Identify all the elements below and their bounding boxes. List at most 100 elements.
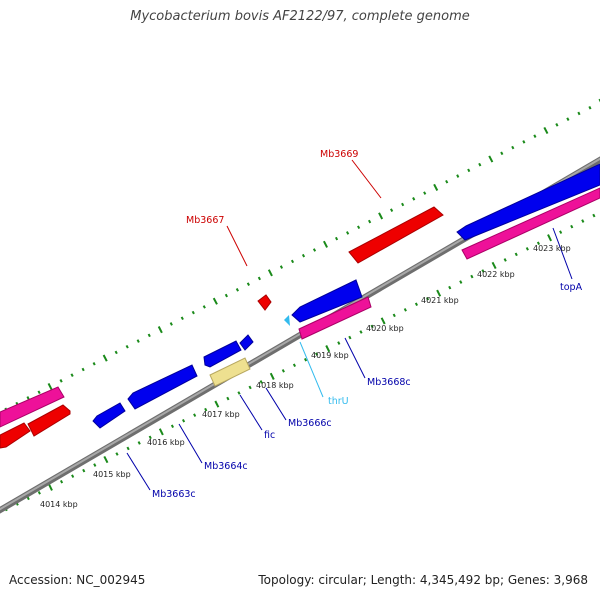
forward-genes — [0, 206, 444, 449]
inner-tick-mark — [359, 330, 363, 334]
kbp-label-4022: 4022 kbp — [477, 270, 515, 279]
inner-tick-mark — [514, 252, 518, 257]
gene-block-mb3668c[interactable] — [291, 279, 363, 323]
gene-label-mb3666c[interactable]: Mb3666c — [288, 418, 332, 429]
inner-tick-mark — [137, 441, 141, 445]
outer-tick-mark — [456, 174, 460, 178]
gene-label-topa[interactable]: topA — [560, 282, 583, 293]
inner-tick-mark — [392, 313, 396, 318]
gene-label-mb3663c[interactable]: Mb3663c — [152, 489, 196, 500]
outer-tick-mark — [390, 208, 394, 212]
outer-tick-mark — [147, 333, 151, 338]
outer-tick-mark — [488, 155, 494, 163]
outer-tick-mark — [202, 305, 206, 309]
outer-tick-mark — [412, 197, 416, 201]
inner-tick-mark — [547, 234, 552, 242]
inner-tick-mark — [491, 261, 497, 270]
outer-tick-mark — [157, 326, 163, 334]
trna-thru[interactable] — [284, 315, 290, 326]
outer-tick-mark — [59, 379, 63, 383]
outer-tick-mark — [169, 322, 173, 326]
inner-tick-mark — [237, 391, 241, 395]
gene-label-mb3669[interactable]: Mb3669 — [320, 149, 358, 160]
outer-tick-mark — [357, 225, 361, 230]
kbp-label-4021: 4021 kbp — [421, 296, 459, 305]
outer-tick-mark — [235, 288, 239, 292]
gene-block-left-2[interactable] — [0, 422, 31, 449]
inner-tick-mark — [115, 452, 119, 456]
inner-tick-mark — [193, 413, 197, 417]
misc-feature-yellow[interactable] — [209, 357, 251, 387]
outer-tick-mark — [212, 297, 218, 305]
gene-label-mb3668c[interactable]: Mb3668c — [367, 377, 411, 388]
gene-block-mb3664c[interactable] — [127, 364, 198, 410]
gene-block-mb3669[interactable] — [348, 206, 444, 264]
outer-tick-mark — [70, 373, 74, 377]
inner-tick-mark — [48, 483, 53, 491]
pink-feature-left[interactable] — [0, 386, 65, 428]
gene-labels: Mb3669 Mb3667 topA Mb3668c thrU Mb3666c … — [152, 149, 583, 500]
gene-block-left-1[interactable] — [27, 404, 71, 437]
inner-tick-mark — [380, 317, 386, 325]
kbp-label-4017: 4017 kbp — [202, 410, 240, 419]
outer-tick-mark — [92, 362, 96, 366]
outer-tick-mark — [511, 145, 515, 150]
gene-label-mb3664c[interactable]: Mb3664c — [204, 461, 248, 472]
inner-tick-mark — [348, 335, 352, 340]
inner-tick-mark — [303, 357, 308, 362]
pink-feature-topa[interactable] — [461, 187, 600, 260]
outer-tick-mark — [191, 310, 195, 315]
outer-tick-track — [4, 98, 600, 412]
outer-tick-mark — [543, 126, 549, 135]
inner-tick-mark — [281, 369, 285, 373]
inner-tick-mark — [315, 352, 319, 356]
gene-block-topa[interactable] — [456, 163, 600, 241]
inner-tick-mark — [158, 428, 164, 436]
outer-tick-mark — [577, 111, 581, 116]
inner-tick-mark — [170, 424, 175, 429]
genome-stats-text: Topology: circular; Length: 4,345,492 bp… — [258, 573, 588, 587]
gene-label-mb3667[interactable]: Mb3667 — [186, 215, 224, 226]
outer-tick-mark — [114, 350, 118, 355]
gene-label-fic[interactable]: fic — [264, 430, 275, 441]
inner-tick-mark — [503, 258, 507, 262]
outer-tick-mark — [279, 265, 284, 269]
kbp-label-4016: 4016 kbp — [147, 438, 185, 447]
outer-tick-mark — [445, 179, 449, 184]
inner-tick-mark — [592, 213, 596, 218]
inner-tick-mark — [181, 418, 186, 423]
inner-tick-mark — [481, 269, 485, 273]
outer-tick-mark — [378, 212, 384, 220]
inner-tick-mark — [581, 219, 585, 223]
outer-tick-mark — [312, 248, 317, 252]
kbp-label-4019: 4019 kbp — [311, 351, 349, 360]
inner-tick-mark — [459, 280, 463, 284]
gene-label-thru[interactable]: thrU — [328, 396, 349, 407]
inner-tick-mark — [425, 296, 430, 301]
outer-tick-mark — [555, 123, 559, 127]
outer-tick-mark — [102, 354, 108, 362]
inner-tick-mark — [414, 302, 419, 307]
pink-feature-mb3668c[interactable] — [298, 296, 372, 340]
pink-features — [0, 187, 600, 428]
inner-tick-track — [4, 213, 596, 512]
gene-block-fic[interactable] — [203, 340, 242, 368]
outer-tick-mark — [180, 316, 184, 321]
inner-tick-mark — [37, 491, 41, 495]
outer-tick-mark — [478, 162, 482, 167]
outer-tick-mark — [267, 269, 273, 277]
outer-tick-mark — [334, 236, 339, 241]
outer-tick-mark — [37, 390, 41, 395]
outer-tick-mark — [47, 382, 53, 391]
inner-tick-mark — [148, 435, 152, 440]
map-title: Mycobacterium bovis AF2122/97, complete … — [130, 9, 470, 24]
outer-tick-mark — [81, 367, 85, 372]
outer-tick-mark — [467, 168, 471, 173]
outer-tick-mark — [246, 282, 250, 286]
gene-block-mb3667[interactable] — [257, 294, 272, 311]
gene-block-mb3666c[interactable] — [239, 334, 254, 351]
reverse-genes — [92, 163, 600, 429]
inner-tick-mark — [248, 385, 252, 390]
gene-block-mb3663c[interactable] — [92, 402, 126, 429]
